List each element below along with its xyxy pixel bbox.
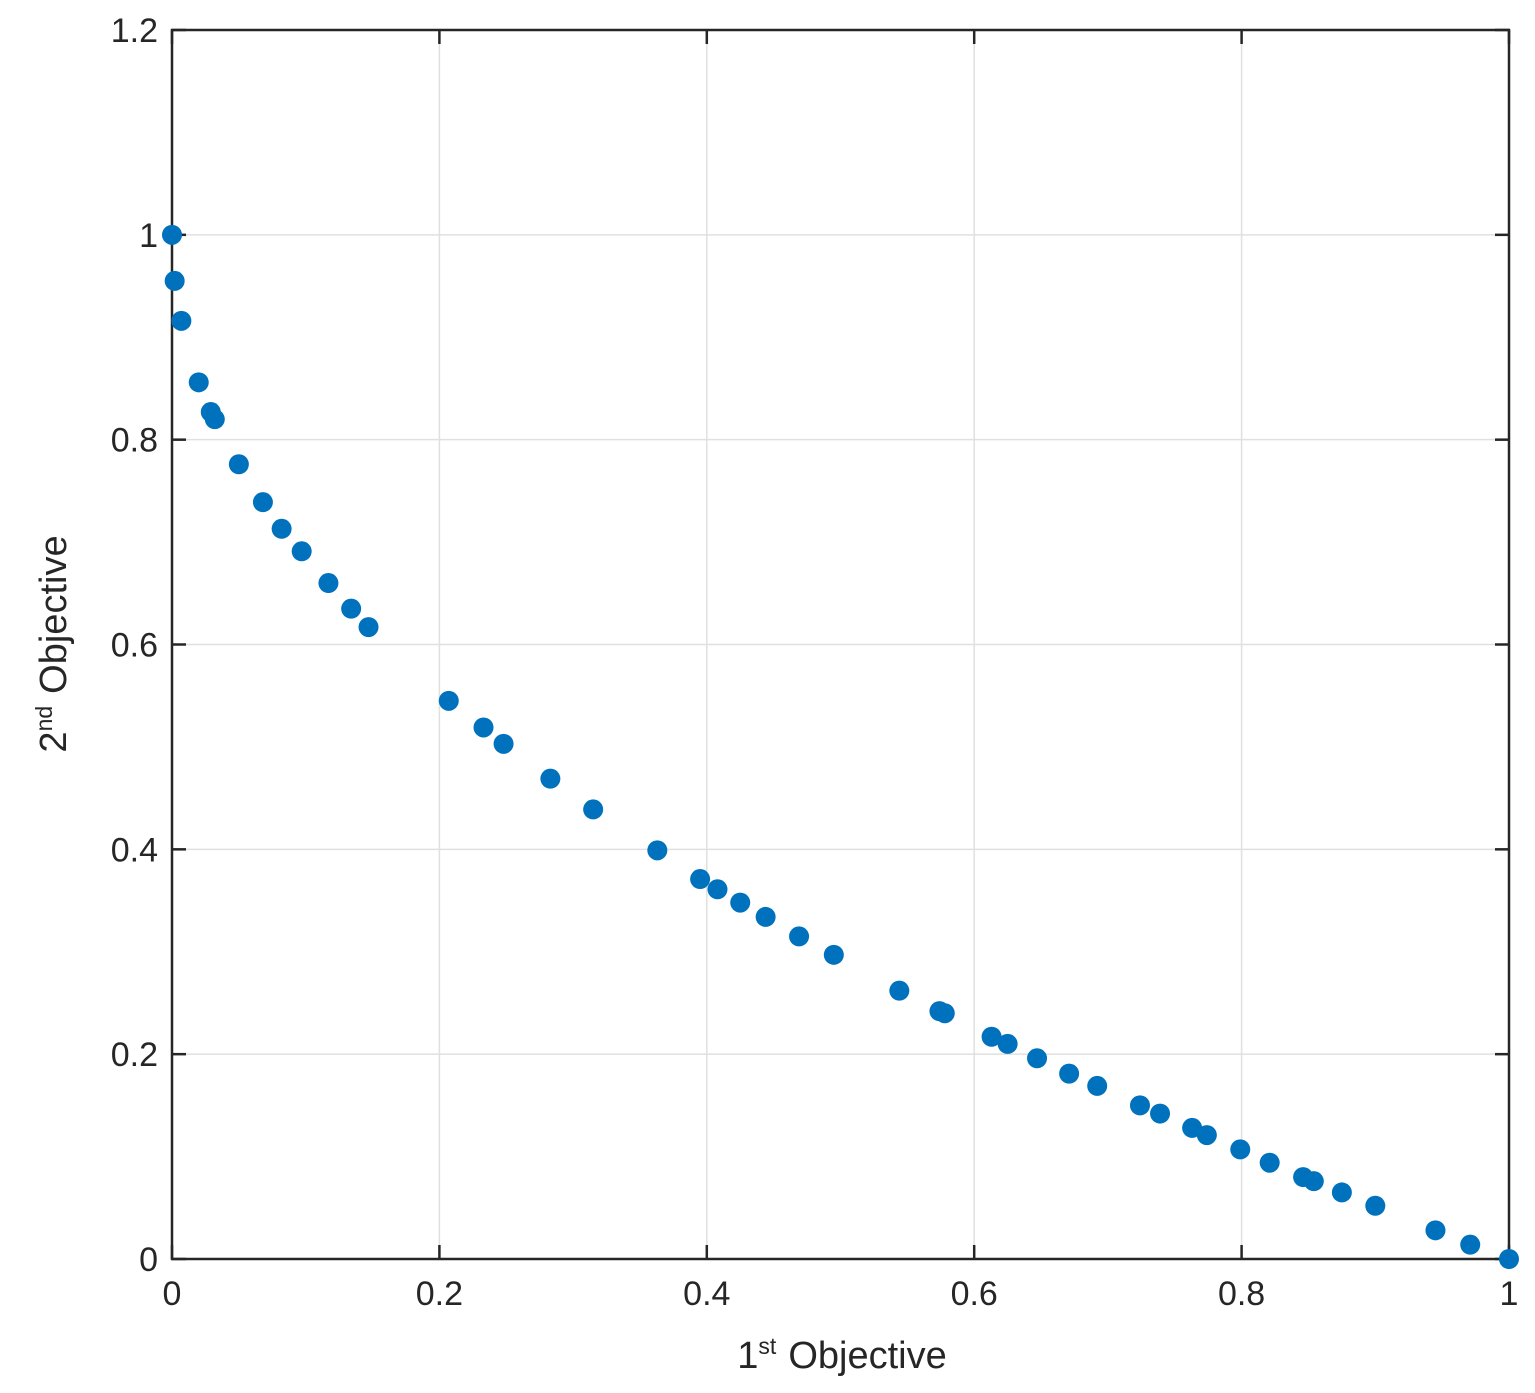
data-point bbox=[252, 492, 273, 513]
data-point bbox=[789, 926, 810, 947]
data-point bbox=[1027, 1048, 1048, 1069]
data-point bbox=[707, 879, 728, 900]
y-tick-label: 0.4 bbox=[111, 831, 158, 869]
data-point bbox=[1087, 1075, 1108, 1096]
data-point bbox=[164, 270, 185, 291]
data-point bbox=[934, 1003, 955, 1024]
data-point bbox=[473, 717, 494, 738]
data-point bbox=[228, 454, 249, 475]
data-point bbox=[1365, 1195, 1386, 1216]
y-axis-label: 2nd Objective bbox=[31, 535, 75, 752]
y-axis-label-base: 2 bbox=[33, 731, 75, 752]
data-point bbox=[1129, 1095, 1150, 1116]
data-point bbox=[823, 944, 844, 965]
data-point bbox=[438, 690, 459, 711]
grid-lines bbox=[171, 29, 1510, 1260]
data-point bbox=[271, 518, 292, 539]
data-point bbox=[981, 1026, 1002, 1047]
x-tick-label: 0.6 bbox=[951, 1275, 998, 1313]
data-point bbox=[291, 541, 312, 562]
y-tick-label: 1 bbox=[139, 217, 158, 255]
x-tick-label: 1 bbox=[1500, 1275, 1519, 1313]
data-point bbox=[647, 840, 668, 861]
data-point bbox=[493, 733, 514, 754]
data-point bbox=[204, 409, 225, 430]
data-point bbox=[1059, 1063, 1080, 1084]
x-axis-label-base: 1 bbox=[737, 1335, 758, 1377]
y-tick-label: 0.8 bbox=[111, 422, 158, 460]
data-point bbox=[1460, 1234, 1481, 1255]
data-point bbox=[1150, 1103, 1171, 1124]
data-point bbox=[188, 372, 209, 393]
data-point bbox=[730, 892, 751, 913]
x-tick-label: 0.8 bbox=[1218, 1275, 1265, 1313]
x-tick-label: 0 bbox=[163, 1275, 182, 1313]
data-point bbox=[341, 598, 362, 619]
y-tick-label: 0.2 bbox=[111, 1036, 158, 1074]
data-point bbox=[690, 869, 711, 890]
x-tick-labels: 0 0.2 0.4 0.6 0.8 1 bbox=[163, 1275, 1519, 1313]
data-point bbox=[1230, 1139, 1251, 1160]
x-axis-label: 1st Objective bbox=[737, 1333, 946, 1377]
data-point bbox=[755, 906, 776, 927]
data-point bbox=[1303, 1171, 1324, 1192]
data-points bbox=[162, 224, 1519, 1269]
y-axis-label-text: Objective bbox=[33, 535, 75, 693]
y-tick-label: 0 bbox=[139, 1241, 158, 1279]
data-point bbox=[1425, 1220, 1446, 1241]
data-point bbox=[889, 980, 910, 1001]
data-point bbox=[1499, 1249, 1519, 1269]
data-point bbox=[540, 768, 561, 789]
data-point bbox=[171, 310, 192, 331]
y-axis-label-sup: nd bbox=[31, 706, 57, 732]
data-point bbox=[1259, 1152, 1280, 1173]
x-axis-label-sup: st bbox=[758, 1333, 777, 1359]
data-point bbox=[997, 1033, 1018, 1054]
data-point bbox=[358, 617, 379, 638]
data-point bbox=[583, 799, 604, 820]
x-axis-label-text: Objective bbox=[788, 1335, 946, 1377]
y-tick-labels: 0 0.2 0.4 0.6 0.8 1 1.2 bbox=[111, 12, 158, 1279]
data-point bbox=[162, 224, 182, 245]
data-point bbox=[1196, 1125, 1217, 1146]
data-point bbox=[1331, 1182, 1352, 1203]
y-tick-label: 1.2 bbox=[111, 12, 158, 50]
data-point bbox=[318, 573, 339, 594]
x-tick-label: 0.2 bbox=[416, 1275, 463, 1313]
y-tick-label: 0.6 bbox=[111, 627, 158, 665]
x-tick-label: 0.4 bbox=[683, 1275, 730, 1313]
